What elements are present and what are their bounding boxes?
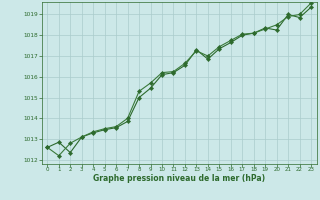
X-axis label: Graphe pression niveau de la mer (hPa): Graphe pression niveau de la mer (hPa) bbox=[93, 174, 265, 183]
